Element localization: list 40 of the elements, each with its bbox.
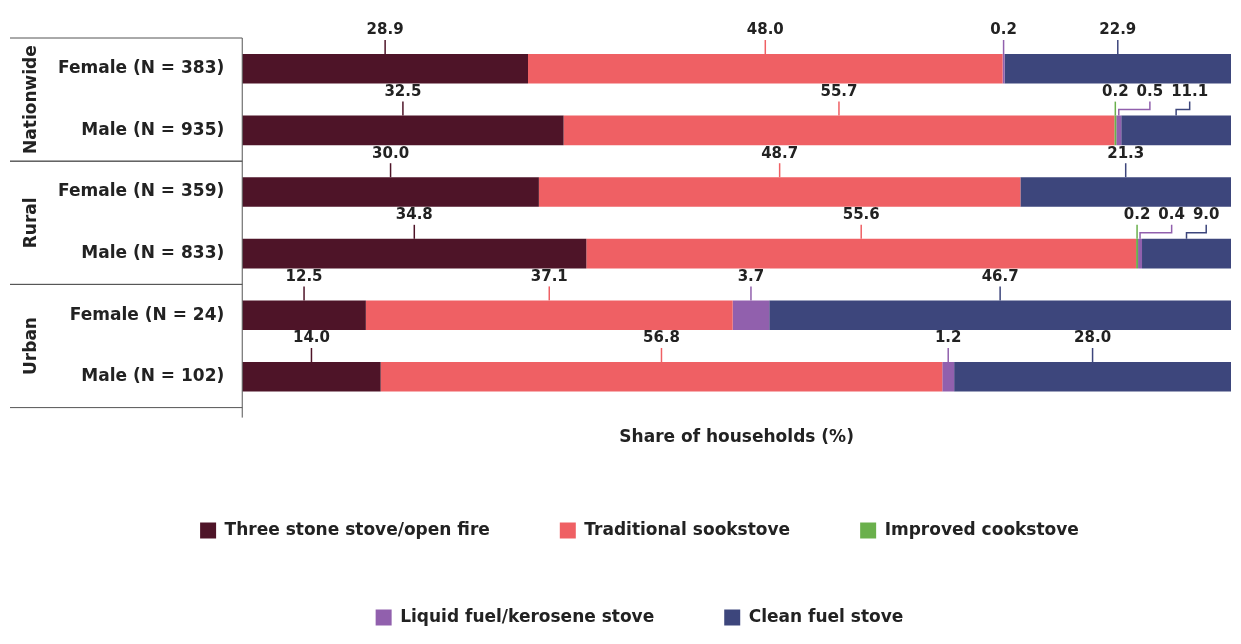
data-label: 14.0	[292, 328, 330, 347]
data-label: 56.8	[642, 328, 680, 347]
y-tick-label: Male (N = 833)	[81, 242, 225, 263]
y-tick-label: Male (N = 935)	[81, 118, 225, 139]
data-label: 37.1	[530, 266, 568, 285]
legend-label: Three stone stove/open fire	[224, 518, 490, 539]
data-label: 48.7	[761, 143, 799, 162]
x-axis-title: Share of households (%)	[619, 426, 854, 447]
data-label: 0.2	[1123, 205, 1151, 224]
data-label: 0.5	[1136, 82, 1164, 101]
y-tick-label: Male (N = 102)	[81, 365, 225, 386]
data-label: 1.2	[934, 328, 962, 347]
data-label: 28.9	[366, 20, 404, 39]
data-label: 9.0	[1192, 205, 1220, 224]
y-tick-label: Female (N = 383)	[58, 57, 225, 78]
text: Nationwide	[20, 45, 41, 154]
data-label: 21.3	[1107, 143, 1145, 162]
data-label: 22.9	[1099, 20, 1137, 39]
data-label: 0.4	[1158, 205, 1185, 224]
legend-label: Clean fuel stove	[748, 605, 904, 626]
data-label: 55.7	[820, 82, 858, 101]
data-label: 48.0	[746, 20, 784, 39]
data-label: 32.5	[384, 82, 422, 101]
data-label: 0.2	[1102, 82, 1129, 101]
legend-label: Improved cookstove	[884, 518, 1079, 539]
legend-label: Liquid fuel/kerosene stove	[400, 605, 655, 626]
y-tick-label: Female (N = 24)	[69, 303, 225, 324]
text: Urban	[20, 317, 41, 375]
data-label: 12.5	[285, 266, 323, 285]
data-label: 34.8	[395, 205, 433, 224]
data-label: 46.7	[981, 266, 1019, 285]
data-label: 30.0	[372, 143, 410, 162]
legend-label: Traditional sookstove	[584, 518, 791, 539]
data-label: 0.2	[990, 20, 1017, 39]
data-label: 11.1	[1171, 82, 1209, 101]
data-label: 28.0	[1074, 328, 1112, 347]
y-tick-label: Female (N = 359)	[58, 180, 225, 201]
data-label: 55.6	[842, 205, 880, 224]
data-label: 3.7	[737, 266, 765, 285]
text: Rural	[20, 197, 41, 249]
